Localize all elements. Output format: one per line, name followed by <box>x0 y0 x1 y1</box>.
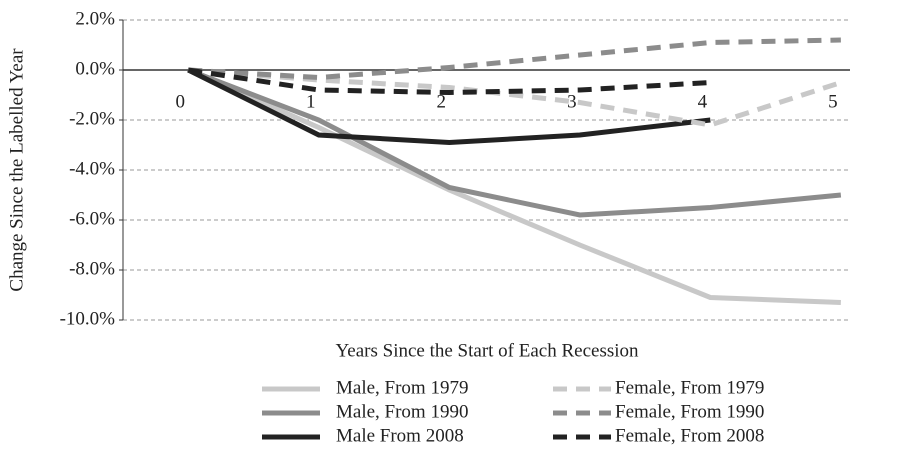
y-tick-label: 2.0% <box>75 8 115 29</box>
y-tick-label: -10.0% <box>60 308 116 329</box>
x-tick-label: 0 <box>176 91 186 112</box>
x-tick-label: 5 <box>828 91 838 112</box>
x-tick-label: 3 <box>567 91 577 112</box>
x-tick-label: 1 <box>306 91 316 112</box>
legend-label: Male From 2008 <box>336 425 464 446</box>
legend-label: Male, From 1979 <box>336 377 468 398</box>
x-tick-label: 2 <box>437 91 447 112</box>
legend-label: Male, From 1990 <box>336 401 468 422</box>
series-line <box>187 67 841 305</box>
series-line <box>188 67 842 128</box>
legend-label: Female, From 1990 <box>615 401 764 422</box>
y-tick-label: -8.0% <box>69 258 115 279</box>
legend-label: Female, From 1979 <box>615 377 764 398</box>
y-axis-label: Change Since the Labelled Year <box>6 48 27 292</box>
series-line <box>187 67 842 218</box>
x-axis-label: Years Since the Start of Each Recession <box>335 340 639 361</box>
legend-label: Female, From 2008 <box>615 425 764 446</box>
y-tick-label: -2.0% <box>69 108 115 129</box>
y-tick-label: -4.0% <box>69 158 115 179</box>
y-tick-label: 0.0% <box>75 58 115 79</box>
series-line <box>187 67 711 146</box>
series-line <box>188 37 841 81</box>
y-tick-label: -6.0% <box>69 208 115 229</box>
series-line <box>187 67 711 96</box>
x-tick-label: 4 <box>698 91 708 112</box>
